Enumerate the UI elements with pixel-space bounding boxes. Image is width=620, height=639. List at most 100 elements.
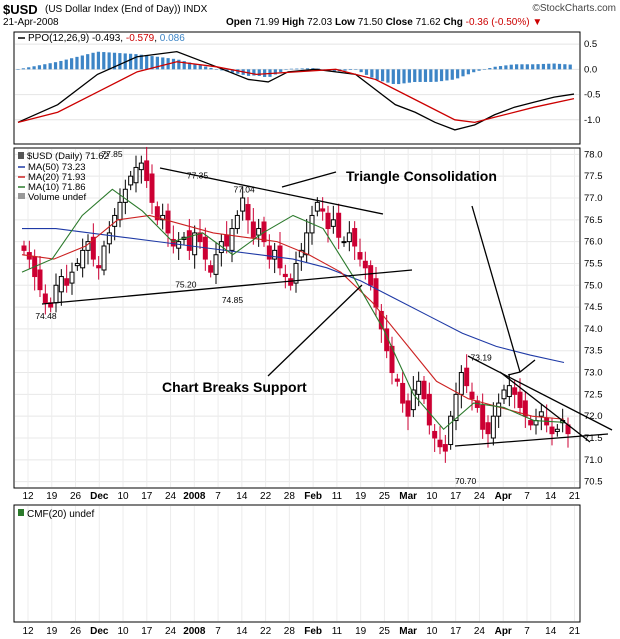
ppo-histogram-bar [407, 69, 411, 83]
candle-body [416, 380, 422, 395]
ppo-histogram-bar [504, 65, 508, 70]
candle-body [64, 278, 70, 286]
x-tick-label: Feb [304, 626, 322, 637]
ppo-histogram-bar [112, 52, 117, 70]
x-tick-label: 2008 [183, 491, 206, 502]
ppo-histogram-bar [456, 69, 460, 79]
ppo-histogram-bar [37, 65, 42, 70]
steep-trendline [471, 205, 521, 373]
candle-body [506, 385, 512, 398]
ppo-histogram-bar [64, 59, 68, 70]
ppo-histogram-bar [493, 66, 497, 70]
ppo-histogram-bar [209, 67, 213, 70]
ppo-histogram-bar [413, 69, 417, 83]
x-tick-label: Dec [90, 626, 109, 637]
ppo-histogram-bar [434, 69, 438, 82]
x-tick-label: 19 [46, 491, 58, 502]
ppo-histogram-bar [477, 69, 481, 71]
candle-body [362, 260, 368, 269]
trendlines [41, 167, 613, 447]
brand-logo[interactable]: ©StockCharts.com [532, 3, 616, 14]
ppo-histogram-bar [439, 69, 444, 82]
candle-body [453, 393, 459, 422]
ppo-panel [13, 31, 581, 145]
candle-body [144, 160, 150, 182]
breakdown-arrow-line [267, 284, 363, 377]
candle-body [400, 382, 406, 404]
ppo-histogram-bar [86, 54, 90, 70]
ppo-histogram-bar [59, 60, 63, 70]
candle-body [138, 162, 144, 171]
candle-body [496, 402, 502, 417]
x-tick-label: 21 [569, 626, 581, 637]
ppo-histogram-bar [391, 69, 395, 84]
price-y-tick-label: 72.5 [584, 389, 603, 400]
ppo-histogram-bar [107, 52, 111, 70]
x-tick-label: 7 [524, 491, 530, 502]
candle-body [154, 206, 160, 221]
candle-body [240, 197, 246, 212]
x-tick-label: 28 [284, 626, 296, 637]
ppo-histogram-bar [359, 69, 363, 73]
price-y-tick-label: 75.5 [584, 258, 603, 269]
cmf-label: CMF(20) [27, 509, 66, 520]
price-y-tick-label: 77.5 [584, 171, 603, 182]
ppo-histogram-bar [204, 66, 208, 70]
ppo-histogram-bar [48, 63, 52, 70]
ppo-histogram-bar [531, 64, 535, 70]
x-tick-label: Apr [495, 626, 512, 637]
candle-body [538, 411, 544, 417]
price-y-tick-label: 77.0 [584, 193, 603, 204]
candle-body [432, 430, 438, 439]
candle-body [405, 400, 411, 417]
x-tick-label: 10 [117, 626, 129, 637]
candle-body [133, 166, 139, 184]
candle-body [448, 415, 454, 446]
low-value: 71.50 [357, 17, 383, 28]
ppo-y-tick-label: 0.0 [584, 64, 597, 75]
candle-body [96, 265, 102, 269]
x-tick-label: 22 [260, 626, 272, 637]
ppo-histogram-bar [284, 69, 288, 70]
candle-body [234, 214, 240, 230]
high-label: High [282, 17, 305, 28]
cmf-panel [13, 504, 581, 623]
candle-body [501, 389, 507, 400]
ppo-histogram-bar [515, 64, 519, 70]
candle-body [272, 249, 278, 260]
x-tick-label: 24 [165, 491, 177, 502]
moving-average-lines [21, 188, 565, 431]
ppo-histogram-bar [397, 69, 401, 85]
candle-body [42, 293, 48, 304]
candle-body [325, 212, 331, 230]
legend-value: 71.62 [85, 151, 109, 162]
candle-body [512, 387, 518, 395]
cmf-legend-text: CMF(20) undef [27, 509, 94, 520]
ppo-histogram-bar [118, 53, 122, 70]
ppo-legend: PPO(12,26,9) -0.493, -0.579, 0.086 [18, 33, 185, 44]
x-tick-label: 17 [450, 626, 462, 637]
quote-line: Open 71.99 High 72.03 Low 71.50 Close 71… [226, 17, 542, 28]
ppo-histogram-bar [257, 69, 261, 76]
ma10-legend-item: MA(10) 71.86 [28, 182, 86, 193]
ppo-histogram-bar [429, 69, 433, 82]
x-tick-label: 17 [141, 491, 153, 502]
ppo-histogram-bar [568, 64, 572, 70]
ppo-histogram-bar [498, 66, 503, 70]
x-tick-label: 11 [332, 626, 343, 637]
x-tick-label: Mar [399, 491, 417, 502]
candle-body [485, 422, 491, 435]
x-tick-label: 28 [284, 491, 296, 502]
ppo-histogram-bar [279, 69, 283, 73]
x-tick-label: 17 [450, 491, 462, 502]
candle-body [517, 391, 523, 408]
low-label: Low [334, 17, 355, 28]
ppo-histogram-bar [155, 56, 159, 70]
ppo-legend-text: PPO(12,26,9) -0.493, -0.579, 0.086 [28, 33, 185, 44]
ppo-histogram-bar [220, 69, 224, 71]
candle-body [170, 238, 176, 247]
price-legend-item: $USD (Daily) 71.62 [27, 151, 109, 162]
ma20-line [21, 214, 565, 420]
ppo-histogram-bar [96, 51, 101, 70]
